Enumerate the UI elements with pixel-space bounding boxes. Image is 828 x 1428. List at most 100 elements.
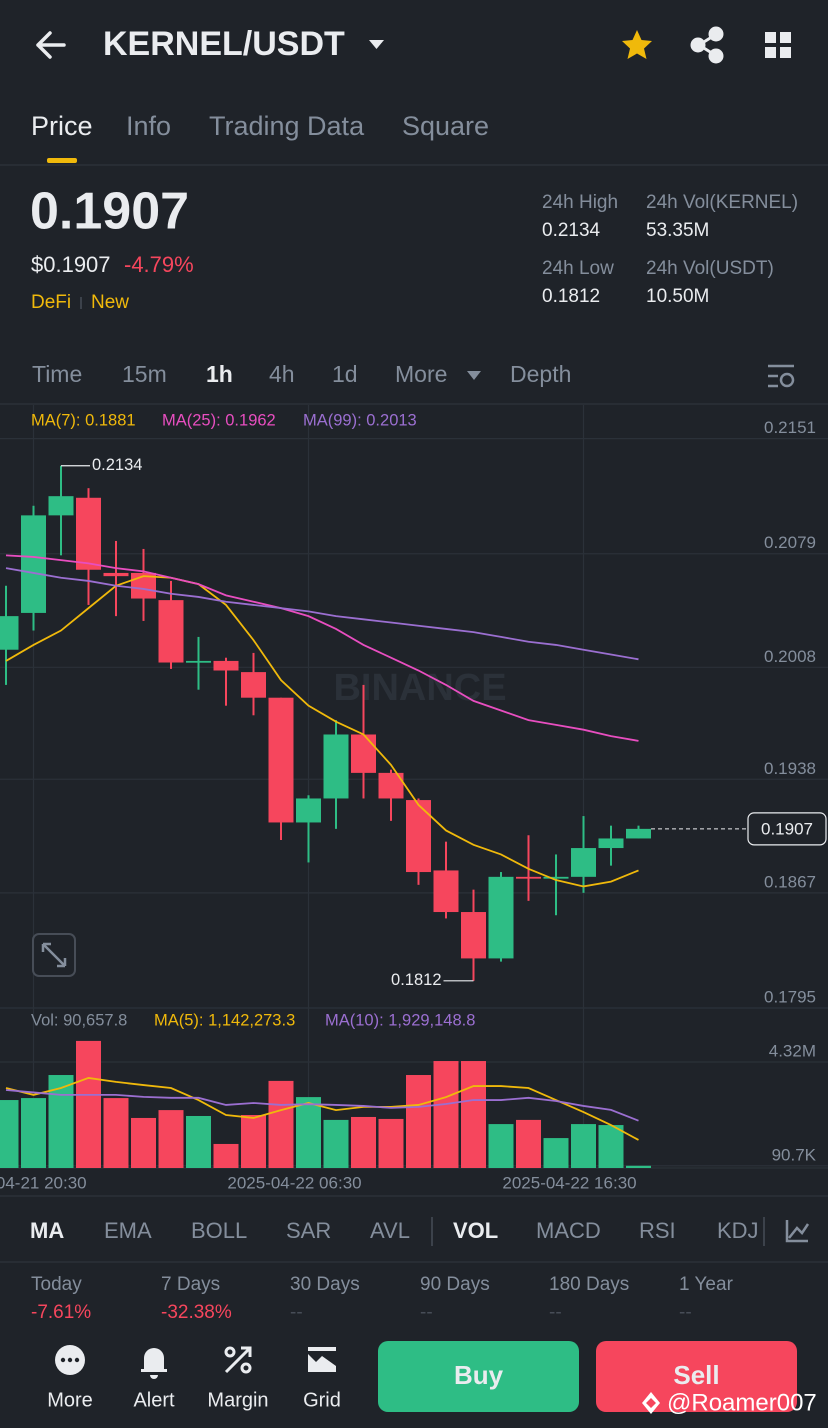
annotation-label: 0.2134 — [92, 456, 142, 474]
interval[interactable]: 15m — [122, 361, 167, 387]
nav-icon-alert[interactable] — [141, 1348, 167, 1379]
y-tick-label: 0.1938 — [764, 759, 816, 778]
volume-bar — [0, 1100, 19, 1168]
legend-entry: MA(10): 1,929,148.8 — [325, 1011, 475, 1029]
volume-bar — [48, 1075, 74, 1168]
candle-body — [0, 616, 19, 650]
nav-label[interactable]: Grid — [303, 1389, 341, 1411]
candle-body — [48, 496, 74, 516]
volume-bar — [516, 1119, 541, 1168]
interval[interactable]: Time — [32, 361, 82, 387]
candle-body — [543, 876, 569, 879]
period-change: -32.38% — [161, 1302, 232, 1323]
tab-indicator — [47, 158, 77, 163]
volume-bar — [378, 1118, 404, 1168]
tag[interactable]: New — [91, 292, 129, 313]
indicator-tab[interactable]: AVL — [370, 1218, 410, 1243]
tab[interactable]: Info — [126, 111, 171, 141]
candle-body — [516, 876, 541, 879]
indicator-tab[interactable]: MA — [30, 1218, 64, 1243]
candle-body — [598, 838, 624, 849]
volume-bar — [158, 1110, 184, 1168]
y-tick-label: 0.1867 — [764, 872, 816, 891]
volume-bar — [296, 1097, 321, 1168]
indicator-tab[interactable]: VOL — [453, 1218, 498, 1243]
stat-value: 53.35M — [646, 220, 709, 241]
period-change: -- — [290, 1302, 303, 1323]
volume-bar — [626, 1165, 651, 1168]
volume-bar — [351, 1116, 376, 1168]
layout-button[interactable] — [765, 32, 791, 58]
tab[interactable]: Square — [402, 111, 489, 141]
indicator-tab[interactable]: EMA — [104, 1218, 152, 1243]
interval[interactable]: More — [395, 361, 447, 387]
volume-bar — [598, 1125, 624, 1168]
tag[interactable]: DeFi — [31, 292, 71, 313]
tab[interactable]: Price — [31, 111, 93, 141]
x-tick-label: 2025-04-22 16:30 — [502, 1173, 636, 1192]
price-change: -4.79% — [124, 252, 194, 277]
candle-body — [21, 515, 46, 613]
nav-icon-margin[interactable] — [224, 1346, 252, 1374]
more-dropdown[interactable] — [467, 371, 481, 380]
indicator-tab[interactable]: KDJ — [717, 1218, 759, 1243]
candle-body — [571, 848, 596, 877]
volume-bar — [241, 1115, 266, 1168]
period-change: -- — [549, 1302, 562, 1323]
tab[interactable]: Trading Data — [209, 111, 365, 141]
indicator-tab[interactable]: RSI — [639, 1218, 676, 1243]
x-tick-label: 2025-04-22 06:30 — [227, 1173, 361, 1192]
pair-dropdown[interactable] — [369, 40, 384, 49]
interval[interactable]: 1d — [332, 361, 358, 387]
stat-value: 0.2134 — [542, 220, 601, 241]
period-label: 180 Days — [549, 1274, 629, 1295]
period-label: 90 Days — [420, 1274, 490, 1295]
y-tick-label: 0.2079 — [764, 533, 816, 552]
favorite-star[interactable] — [622, 30, 652, 59]
y-tick-label: 90.7K — [772, 1145, 817, 1164]
nav-label[interactable]: Margin — [207, 1389, 268, 1411]
chart-settings[interactable] — [768, 364, 795, 388]
nav-icon-grid[interactable] — [308, 1347, 336, 1372]
stat-label: 24h High — [542, 192, 618, 213]
indicator-tab[interactable]: MACD — [536, 1218, 601, 1243]
indicator-settings[interactable] — [785, 1220, 810, 1243]
nav-icon-more[interactable] — [55, 1345, 85, 1375]
back-button[interactable] — [36, 31, 66, 59]
nav-label[interactable]: More — [47, 1389, 93, 1411]
candle-body — [296, 798, 321, 823]
candle-body — [488, 876, 514, 959]
stat-value: 0.1812 — [542, 286, 600, 307]
volume-bar — [433, 1061, 459, 1168]
buy-button[interactable] — [378, 1341, 579, 1412]
fullscreen-button[interactable] — [32, 933, 76, 977]
share-button[interactable] — [690, 26, 724, 64]
chart: 2025-04-21 20:30 2025-04-22 06:30 2025-04-… — [0, 405, 828, 1192]
volume-bar — [21, 1098, 46, 1168]
ma-line — [5, 554, 639, 742]
volume-bar — [131, 1117, 156, 1168]
volume-bar — [268, 1080, 294, 1168]
interval[interactable]: 1h — [206, 361, 233, 387]
watermark-logo — [642, 1392, 660, 1414]
period-label: 7 Days — [161, 1274, 220, 1295]
y-tick-label: 0.2008 — [764, 647, 816, 666]
last-price: 0.1907 — [30, 183, 189, 241]
stat-label: 24h Vol(KERNEL) — [646, 192, 798, 213]
period-change: -- — [679, 1302, 692, 1323]
interval[interactable]: 4h — [269, 361, 295, 387]
nav-label[interactable]: Alert — [133, 1389, 175, 1411]
pair-title[interactable]: KERNEL/USDT — [103, 25, 345, 63]
y-tick-label: 4.32M — [769, 1041, 816, 1060]
candle-body — [241, 672, 266, 698]
candle-body — [186, 660, 211, 663]
legend-entry: MA(99): 0.2013 — [303, 411, 417, 429]
sell-button[interactable] — [596, 1341, 797, 1412]
indicator-tab[interactable]: BOLL — [191, 1218, 247, 1243]
indicator-tab[interactable]: SAR — [286, 1218, 331, 1243]
volume-bar — [461, 1061, 486, 1168]
buy-label[interactable]: Buy — [454, 1360, 504, 1390]
sell-label[interactable]: Sell — [673, 1360, 719, 1390]
interval[interactable]: Depth — [510, 361, 571, 387]
y-tick-label: 0.2151 — [764, 418, 816, 437]
